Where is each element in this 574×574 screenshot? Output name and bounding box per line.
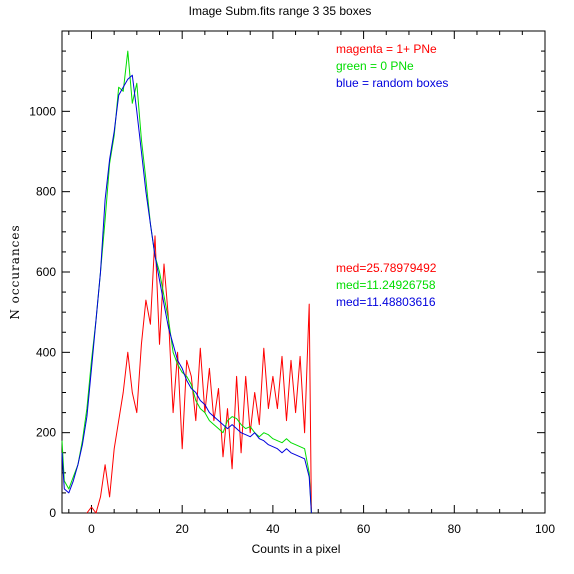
x-axis-label: Counts in a pixel [252, 542, 341, 556]
y-tick-label: 800 [36, 185, 56, 199]
y-tick-label: 600 [36, 265, 56, 279]
y-axis-label: N occurances [8, 224, 22, 319]
series-line-random-blue [61, 74, 312, 514]
x-tick-label: 80 [448, 522, 462, 536]
y-tick-label: 400 [36, 345, 56, 359]
legend-entry: blue = random boxes [336, 76, 448, 90]
x-tick-label: 40 [266, 522, 280, 536]
median-label: med=11.24926758 [336, 278, 436, 292]
median-label: med=25.78979492 [336, 261, 437, 275]
legend-entry: green = 0 PNe [336, 59, 414, 73]
legend: magenta = 1+ PNe green = 0 PNe blue = rand… [336, 42, 448, 90]
x-tick-label: 0 [88, 522, 95, 536]
x-tick-label: 100 [535, 522, 555, 536]
legend-entry: magenta = 1+ PNe [336, 42, 437, 56]
y-tick-label: 0 [49, 506, 56, 520]
median-label: med=11.48803616 [336, 295, 436, 309]
x-tick-label: 20 [176, 522, 190, 536]
x-tick-label: 60 [357, 522, 371, 536]
y-tick-label: 1000 [29, 104, 56, 118]
series-lines [61, 50, 312, 514]
chart-title: Image Subm.fits range 3 35 boxes [189, 4, 372, 18]
y-tick-label: 200 [36, 426, 56, 440]
median-labels: med=25.78979492 med=11.24926758 med=11.488… [336, 261, 437, 309]
series-line-pne-red [86, 235, 312, 514]
